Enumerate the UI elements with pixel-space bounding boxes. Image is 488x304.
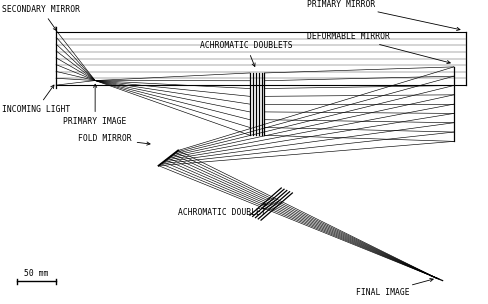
Text: 50 mm: 50 mm (24, 268, 49, 278)
Text: SECONDARY MIRROR: SECONDARY MIRROR (2, 5, 81, 30)
Text: FOLD MIRROR: FOLD MIRROR (78, 134, 150, 145)
Text: INCOMING LIGHT: INCOMING LIGHT (2, 85, 71, 114)
Text: FINAL IMAGE: FINAL IMAGE (356, 278, 433, 297)
Text: PRIMARY MIRROR: PRIMARY MIRROR (307, 0, 460, 30)
Text: PRIMARY IMAGE: PRIMARY IMAGE (63, 84, 127, 126)
Text: DEFORMABLE MIRROR: DEFORMABLE MIRROR (307, 32, 450, 64)
Text: ACHROMATIC DOUBLET: ACHROMATIC DOUBLET (178, 203, 267, 217)
Text: ACHROMATIC DOUBLETS: ACHROMATIC DOUBLETS (200, 41, 293, 67)
